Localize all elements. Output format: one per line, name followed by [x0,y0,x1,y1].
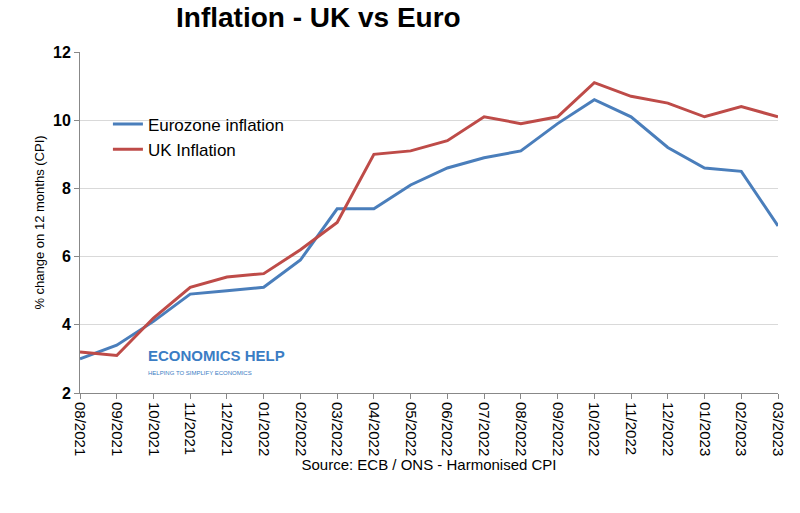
svg-text:% change on 12 months (CPI): % change on 12 months (CPI) [32,135,47,309]
svg-text:06/2022: 06/2022 [439,402,456,456]
svg-text:10/2022: 10/2022 [586,402,603,456]
svg-text:08/2022: 08/2022 [513,402,530,456]
svg-text:8: 8 [62,180,71,197]
svg-text:ECONOMICS HELP: ECONOMICS HELP [148,347,285,364]
svg-text:09/2021: 09/2021 [109,402,126,456]
svg-text:Eurozone inflation: Eurozone inflation [148,116,284,135]
svg-text:04/2022: 04/2022 [366,402,383,456]
svg-text:4: 4 [62,316,71,333]
svg-text:10: 10 [53,112,71,129]
svg-text:02/2022: 02/2022 [293,402,310,456]
svg-text:Source: ECB / ONS - Harmonised: Source: ECB / ONS - Harmonised CPI [301,456,556,473]
svg-text:11/2021: 11/2021 [182,402,199,455]
svg-text:12: 12 [53,44,71,61]
svg-text:6: 6 [62,248,71,265]
svg-text:12/2021: 12/2021 [219,402,236,456]
svg-text:08/2021: 08/2021 [72,402,89,456]
svg-text:01/2023: 01/2023 [697,402,714,456]
svg-text:HELPING TO SIMPLIFY ECONOMICS: HELPING TO SIMPLIFY ECONOMICS [148,370,252,376]
svg-text:02/2023: 02/2023 [733,402,750,456]
svg-text:Inflation - UK vs Euro: Inflation - UK vs Euro [176,2,461,33]
svg-text:11/2022: 11/2022 [623,402,640,455]
svg-text:10/2021: 10/2021 [146,402,163,456]
svg-text:01/2022: 01/2022 [256,402,273,456]
svg-text:09/2022: 09/2022 [550,402,567,456]
svg-text:05/2022: 05/2022 [403,402,420,456]
svg-text:07/2022: 07/2022 [476,402,493,456]
svg-text:03/2023: 03/2023 [770,402,787,456]
svg-text:UK Inflation: UK Inflation [148,141,236,160]
svg-text:2: 2 [62,385,71,402]
svg-text:12/2022: 12/2022 [660,402,677,456]
svg-text:03/2022: 03/2022 [329,402,346,456]
